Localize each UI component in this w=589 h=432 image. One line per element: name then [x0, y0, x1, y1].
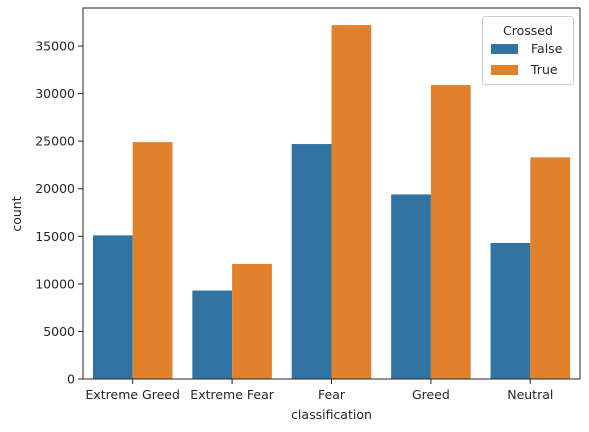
bar-neutral-false [490, 242, 531, 379]
y-tick-label: 30000 [35, 86, 75, 101]
axes-layer: Extreme Greed Extreme Fear Fear Greed Neutra… [35, 7, 581, 402]
y-axis-label: count [9, 196, 24, 231]
y-tick-label: 25000 [35, 134, 75, 149]
bar-extreme-fear-false [192, 290, 233, 379]
y-tick-label: 20000 [35, 181, 75, 196]
bar-fear-true [331, 25, 372, 380]
bar-greed-true [430, 85, 471, 380]
x-tick-label: Extreme Greed [85, 387, 179, 402]
legend-label-false: False [531, 41, 563, 56]
x-tick-label: Extreme Fear [190, 387, 274, 402]
bar-neutral-true [530, 157, 571, 379]
bar-extreme-fear-true [232, 263, 272, 379]
legend-swatch-true [491, 65, 518, 75]
x-tick-label: Greed [412, 387, 450, 402]
x-tick-label: Neutral [507, 387, 553, 402]
plot-frame [82, 7, 581, 380]
legend-title: Crossed [503, 23, 553, 38]
bar-extreme-greed-false [92, 235, 133, 379]
legend-swatch-false [491, 44, 518, 54]
y-tick-label: 0 [67, 372, 75, 387]
legend: Crossed False True [482, 16, 574, 85]
y-tick-label: 10000 [35, 276, 75, 291]
bar-greed-false [391, 194, 431, 379]
y-tick-label: 35000 [35, 39, 75, 54]
legend-label-true: True [530, 62, 558, 77]
x-tick-label: Fear [318, 387, 346, 402]
bars-layer [92, 25, 571, 380]
y-tick-label: 15000 [35, 229, 75, 244]
bar-extreme-greed-true [132, 142, 173, 379]
bar-fear-false [291, 144, 332, 379]
y-tick-label: 5000 [43, 324, 75, 339]
x-axis-label: classification [291, 407, 372, 422]
